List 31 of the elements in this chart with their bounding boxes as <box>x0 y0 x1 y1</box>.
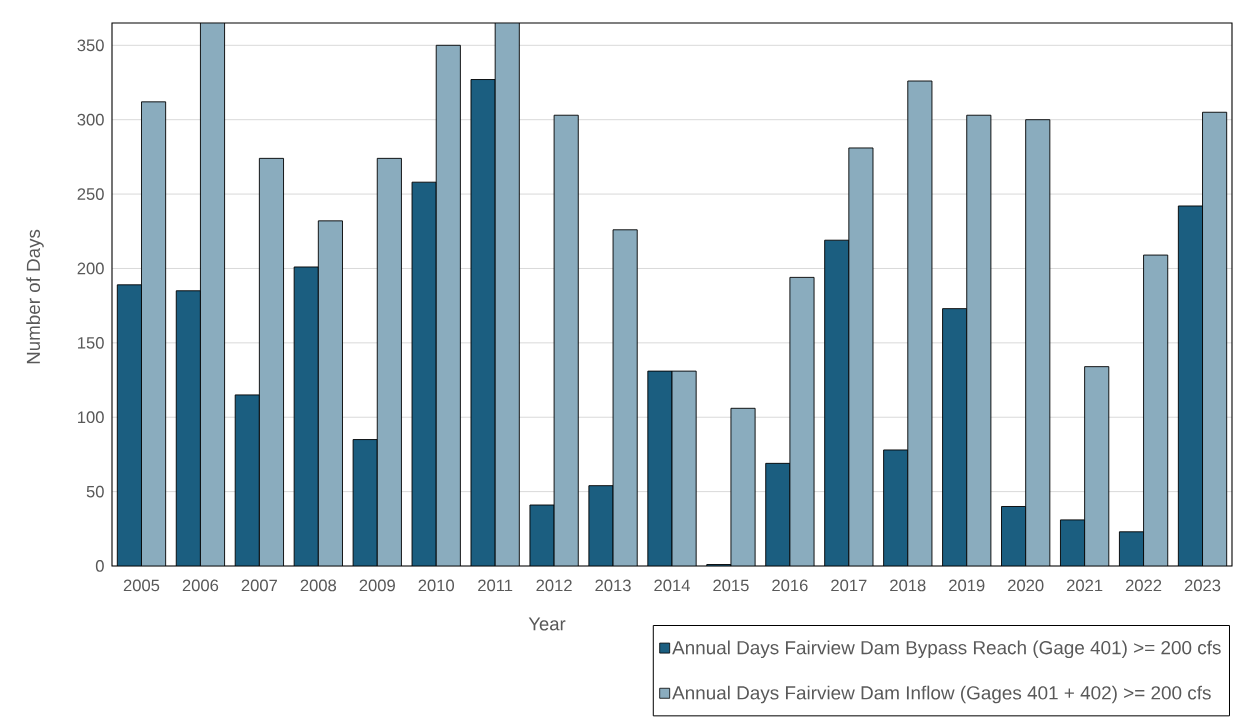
legend-label: Annual Days Fairview Dam Bypass Reach (Gage 401) >= 200 cfs <box>672 640 1221 659</box>
x-tick-label: 2018 <box>890 579 926 592</box>
y-axis-title: Number of Days <box>26 229 44 364</box>
y-tick-label: 100 <box>78 411 104 424</box>
legend-label: Annual Days Fairview Dam Inflow (Gages 401 + 402) >= 200 cfs <box>672 685 1211 704</box>
x-tick-label: 2006 <box>182 579 219 592</box>
x-axis-title: Year <box>528 617 566 631</box>
x-tick-label: 2010 <box>418 579 455 592</box>
x-tick-label: 2019 <box>949 579 985 592</box>
x-tick-label: 2013 <box>595 579 631 592</box>
x-tick-label: 2011 <box>478 579 513 592</box>
x-tick-label: 2007 <box>241 579 277 592</box>
y-tick-label: 200 <box>77 262 104 275</box>
x-tick-label: 2022 <box>1125 579 1162 592</box>
x-tick-label: 2014 <box>654 579 690 592</box>
x-tick-label: 2023 <box>1184 579 1221 592</box>
x-tick-label: 2015 <box>713 579 749 592</box>
x-tick-label: 2020 <box>1008 579 1044 592</box>
x-tick-label: 2012 <box>536 579 572 592</box>
y-tick-label: 300 <box>77 113 104 126</box>
y-tick-label: 150 <box>78 336 104 349</box>
x-tick-label: 2016 <box>772 579 808 592</box>
y-tick-label: 250 <box>77 188 104 200</box>
x-tick-label: 2005 <box>123 579 160 592</box>
y-tick-label: 0 <box>95 560 104 572</box>
x-tick-label: 2017 <box>831 579 867 592</box>
y-tick-label: 350 <box>77 39 104 52</box>
y-tick-label: 50 <box>86 485 104 498</box>
x-tick-label: 2008 <box>300 579 337 592</box>
x-tick-label: 2009 <box>359 579 395 592</box>
x-tick-label: 2021 <box>1066 579 1103 592</box>
